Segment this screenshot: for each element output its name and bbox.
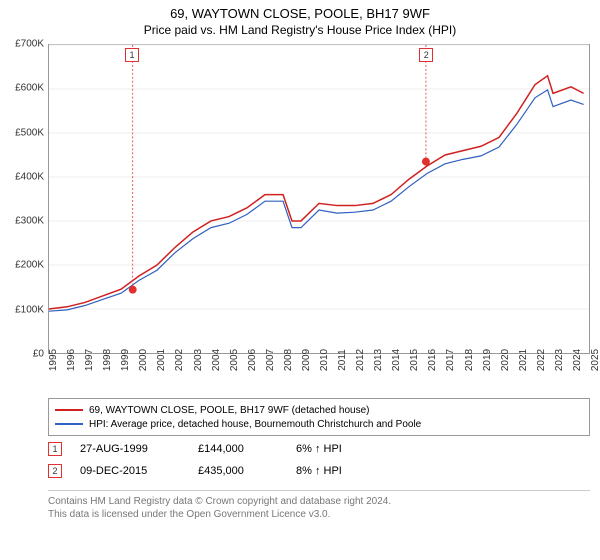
y-tick-label: £0 bbox=[4, 349, 44, 360]
x-tick-label: 2000 bbox=[138, 349, 149, 371]
legend-swatch bbox=[55, 423, 83, 425]
y-tick-label: £200K bbox=[4, 260, 44, 271]
x-tick-label: 1997 bbox=[84, 349, 95, 371]
x-tick-label: 1995 bbox=[48, 349, 59, 371]
x-tick-label: 2019 bbox=[482, 349, 493, 371]
x-tick-label: 2010 bbox=[319, 349, 330, 371]
sale-marker-box: 2 bbox=[48, 464, 62, 478]
sale-date: 09-DEC-2015 bbox=[80, 465, 180, 477]
sale-marker-box: 1 bbox=[48, 442, 62, 456]
x-tick-label: 1998 bbox=[102, 349, 113, 371]
chart-plot-area bbox=[48, 44, 590, 354]
sales-table: 1 27-AUG-1999 £144,000 6% ↑ HPI 2 09-DEC… bbox=[48, 438, 590, 482]
x-tick-label: 2008 bbox=[283, 349, 294, 371]
footer-line: Contains HM Land Registry data © Crown c… bbox=[48, 495, 590, 508]
x-tick-label: 1999 bbox=[120, 349, 131, 371]
x-tick-label: 2014 bbox=[391, 349, 402, 371]
x-tick-label: 2001 bbox=[156, 349, 167, 371]
legend-swatch bbox=[55, 409, 83, 411]
x-tick-label: 2021 bbox=[518, 349, 529, 371]
x-tick-label: 2018 bbox=[464, 349, 475, 371]
x-tick-label: 2003 bbox=[193, 349, 204, 371]
x-tick-label: 2024 bbox=[572, 349, 583, 371]
x-tick-label: 2015 bbox=[409, 349, 420, 371]
sale-price: £435,000 bbox=[198, 465, 278, 477]
x-tick-label: 2007 bbox=[265, 349, 276, 371]
x-tick-label: 2022 bbox=[536, 349, 547, 371]
x-tick-label: 2005 bbox=[229, 349, 240, 371]
legend-item: HPI: Average price, detached house, Bour… bbox=[55, 417, 583, 431]
x-tick-label: 2002 bbox=[174, 349, 185, 371]
chart-footer: Contains HM Land Registry data © Crown c… bbox=[48, 490, 590, 521]
sale-date: 27-AUG-1999 bbox=[80, 443, 180, 455]
footer-line: This data is licensed under the Open Gov… bbox=[48, 508, 590, 521]
sale-row: 2 09-DEC-2015 £435,000 8% ↑ HPI bbox=[48, 460, 590, 482]
x-tick-label: 2025 bbox=[590, 349, 600, 371]
chart-subtitle: Price paid vs. HM Land Registry's House … bbox=[0, 23, 600, 37]
x-tick-label: 2006 bbox=[247, 349, 258, 371]
x-tick-label: 2023 bbox=[554, 349, 565, 371]
x-tick-label: 2004 bbox=[211, 349, 222, 371]
x-tick-label: 2020 bbox=[500, 349, 511, 371]
legend-item: 69, WAYTOWN CLOSE, POOLE, BH17 9WF (deta… bbox=[55, 403, 583, 417]
y-tick-label: £700K bbox=[4, 39, 44, 50]
marker-callout-box: 2 bbox=[419, 48, 433, 62]
sale-row: 1 27-AUG-1999 £144,000 6% ↑ HPI bbox=[48, 438, 590, 460]
x-tick-label: 2013 bbox=[373, 349, 384, 371]
y-tick-label: £300K bbox=[4, 216, 44, 227]
y-tick-label: £400K bbox=[4, 171, 44, 182]
legend-label: HPI: Average price, detached house, Bour… bbox=[89, 419, 421, 430]
x-tick-label: 1996 bbox=[66, 349, 77, 371]
chart-legend: 69, WAYTOWN CLOSE, POOLE, BH17 9WF (deta… bbox=[48, 398, 590, 436]
x-tick-label: 2017 bbox=[445, 349, 456, 371]
sale-pct: 8% ↑ HPI bbox=[296, 465, 376, 477]
chart-header: 69, WAYTOWN CLOSE, POOLE, BH17 9WF Price… bbox=[0, 0, 600, 39]
marker-callout-box: 1 bbox=[125, 48, 139, 62]
y-tick-label: £100K bbox=[4, 304, 44, 315]
x-tick-label: 2016 bbox=[427, 349, 438, 371]
y-tick-label: £600K bbox=[4, 83, 44, 94]
y-tick-label: £500K bbox=[4, 127, 44, 138]
sale-pct: 6% ↑ HPI bbox=[296, 443, 376, 455]
chart-title: 69, WAYTOWN CLOSE, POOLE, BH17 9WF bbox=[0, 6, 600, 21]
x-tick-label: 2011 bbox=[337, 349, 348, 371]
legend-label: 69, WAYTOWN CLOSE, POOLE, BH17 9WF (deta… bbox=[89, 405, 369, 416]
x-tick-label: 2009 bbox=[301, 349, 312, 371]
chart-svg bbox=[49, 45, 589, 353]
x-tick-label: 2012 bbox=[355, 349, 366, 371]
sale-price: £144,000 bbox=[198, 443, 278, 455]
